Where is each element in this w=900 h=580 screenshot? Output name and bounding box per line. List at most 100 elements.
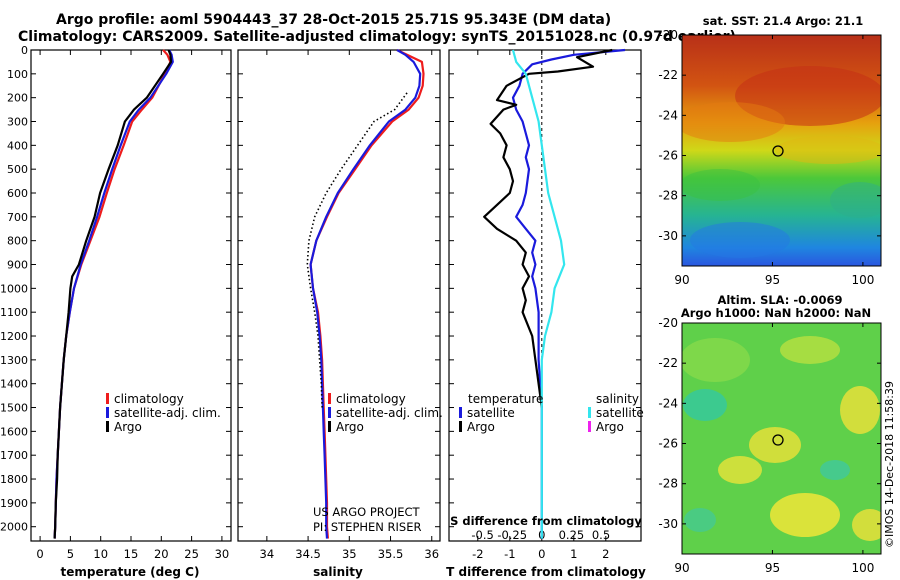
depth-tick-label: 200: [7, 92, 28, 105]
x-tick-label: 34.5: [295, 547, 321, 561]
series-difference-s-satellite: [511, 49, 566, 539]
depth-tick-label: 500: [7, 163, 28, 176]
lat-tick-label: -24: [658, 396, 678, 410]
legend-header-temperature: temperature: [468, 392, 543, 406]
depth-tick-label: 1700: [0, 449, 28, 462]
legend-swatch-climatology: [106, 393, 109, 404]
x-tick-label: 15: [124, 547, 139, 561]
sla-map-subtitle: Argo h1000: NaN h2000: NaN: [681, 306, 871, 320]
sst-map-axes: -20 -22 -24 -26 -28 -30 90 95 100: [658, 28, 881, 287]
depth-tick-label: 700: [7, 211, 28, 224]
lat-tick-label: -26: [658, 149, 678, 163]
legend-swatch-s-argo: [588, 421, 591, 432]
lat-tick-label: -28: [658, 189, 678, 203]
legend-label-t-argo: Argo: [467, 420, 495, 434]
lon-tick-label: 90: [674, 561, 689, 575]
lon-tick-label: 95: [765, 561, 780, 575]
pi-credit: PI: STEPHEN RISER: [313, 520, 422, 534]
lon-tick-label: 90: [674, 273, 689, 287]
lat-tick-label: -22: [658, 68, 678, 82]
legend-label-satellite: satellite-adj. clim.: [336, 406, 443, 420]
x-tick-label: 34: [260, 547, 275, 561]
x-tick-label: 0: [538, 547, 545, 561]
salinity-x-axis: 34 34.5 35 35.5 36: [260, 50, 439, 561]
difference-legend-salinity: salinity satellite Argo: [588, 392, 644, 434]
series-difference-t-satellite: [511, 48, 626, 539]
x-tick-label: -1: [504, 547, 515, 561]
legend-swatch-t-satellite: [459, 407, 462, 418]
legend-swatch-t-argo: [459, 421, 462, 432]
difference-xlabel: T difference from climatology: [446, 565, 646, 579]
s-tick-label: -0.5: [471, 528, 493, 542]
lat-tick-label: -30: [658, 517, 678, 531]
series-salinity-satellite-adj-clim-: [309, 49, 422, 539]
depth-tick-label: 1900: [0, 497, 28, 510]
depth-tick-label: 1300: [0, 354, 28, 367]
legend-label-satellite: satellite-adj. clim.: [114, 406, 221, 420]
legend-label-climatology: climatology: [336, 392, 406, 406]
sst-argo-location: [772, 145, 784, 157]
sla-argo-location: [772, 434, 784, 446]
sst-map-frame: [681, 34, 882, 267]
depth-tick-label: 800: [7, 235, 28, 248]
depth-tick-label: 1600: [0, 425, 28, 438]
sla-map-axes: -20 -22 -24 -26 -28 -30 90 95 100: [658, 316, 881, 575]
depth-tick-label: 600: [7, 187, 28, 200]
profile-series: [53, 48, 626, 539]
legend-swatch-climatology: [328, 393, 331, 404]
s-tick-label: 0.5: [592, 528, 610, 542]
difference-xlabel-top: S difference from climatology: [450, 514, 642, 528]
legend-label-argo: Argo: [336, 420, 364, 434]
series-difference-t-argo: [483, 48, 613, 408]
project-credit: US ARGO PROJECT: [313, 505, 421, 519]
x-tick-label: 2: [602, 547, 609, 561]
lat-tick-label: -22: [658, 356, 678, 370]
salinity-xlabel: salinity: [313, 565, 363, 579]
sst-map-image: [682, 35, 881, 266]
depth-tick-label: 100: [7, 68, 28, 81]
salinity-legend: climatology satellite-adj. clim. Argo: [328, 392, 443, 434]
sla-map-frame: [681, 322, 882, 555]
depth-tick-label: 1400: [0, 378, 28, 391]
legend-swatch-satellite: [328, 407, 331, 418]
depth-tick-label: 900: [7, 259, 28, 272]
sla-map-image: [682, 323, 881, 554]
lat-tick-label: -26: [658, 437, 678, 451]
lon-tick-label: 95: [765, 273, 780, 287]
x-tick-label: 20: [154, 547, 169, 561]
lat-tick-label: -30: [658, 229, 678, 243]
x-tick-label: 25: [184, 547, 199, 561]
legend-label-t-satellite: satellite: [467, 406, 515, 420]
x-tick-label: 30: [215, 547, 230, 561]
imos-timestamp: ©IMOS 14-Dec-2018 11:58:39: [883, 381, 896, 548]
lon-tick-label: 100: [851, 273, 874, 287]
depth-axis: 0 100 200 300 400 500 600 700 800 900 1000 1100 1200…: [0, 44, 641, 534]
sst-map-title: sat. SST: 21.4 Argo: 21.1: [703, 14, 863, 28]
legend-label-argo: Argo: [114, 420, 142, 434]
series-salinity-climatology: [309, 49, 425, 539]
depth-tick-label: 400: [7, 139, 28, 152]
x-tick-label: -2: [472, 547, 483, 561]
legend-swatch-s-satellite: [588, 407, 591, 418]
x-tick-label: 10: [93, 547, 108, 561]
lon-tick-label: 100: [851, 561, 874, 575]
difference-legend-temperature: temperature satellite Argo: [459, 392, 543, 434]
salinity-panel: [237, 49, 441, 542]
lat-tick-label: -20: [658, 28, 678, 42]
x-tick-label: 36: [424, 547, 439, 561]
depth-tick-label: 1500: [0, 402, 28, 415]
x-tick-label: 35.5: [378, 547, 404, 561]
figure-title: Argo profile: aoml 5904443_37 28-Oct-201…: [0, 0, 736, 50]
depth-tick-label: 1200: [0, 330, 28, 343]
s-tick-label: 0.25: [559, 528, 585, 542]
temperature-legend: climatology satellite-adj. clim. Argo: [106, 392, 221, 434]
depth-tick-label: 0: [21, 44, 28, 57]
series-temperature-argo: [53, 49, 173, 539]
depth-tick-label: 1100: [0, 306, 28, 319]
s-tick-label: -0.25: [497, 528, 527, 542]
lat-tick-label: -28: [658, 477, 678, 491]
depth-tick-label: 2000: [0, 521, 28, 534]
depth-tick-label: 300: [7, 116, 28, 129]
x-tick-label: 0: [36, 547, 43, 561]
